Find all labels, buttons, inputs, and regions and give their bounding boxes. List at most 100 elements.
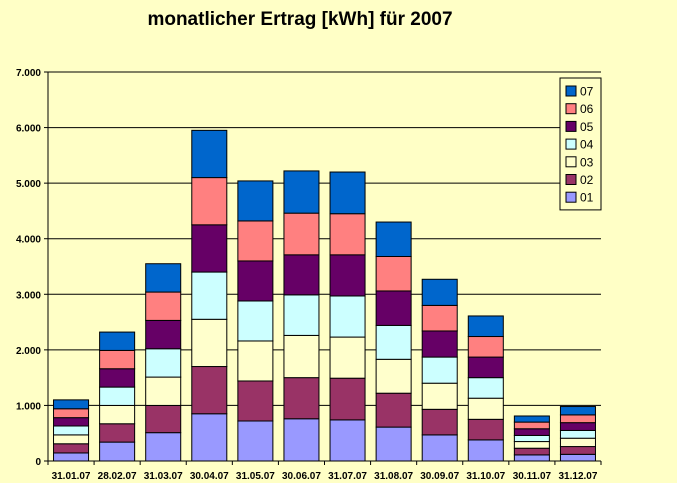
bar-segment-06 — [329, 213, 366, 256]
legend-swatch — [565, 85, 577, 97]
bar-segment-05 — [329, 254, 366, 297]
bar-segment-05 — [283, 254, 320, 296]
bar-stack — [375, 221, 412, 462]
bar-stack — [99, 331, 136, 462]
bar-segment-06 — [53, 408, 90, 419]
legend-label: 02 — [580, 173, 594, 187]
bar-segment-06 — [237, 220, 274, 262]
bar-segment-03 — [145, 376, 182, 406]
bar-segment-03 — [329, 336, 366, 379]
legend-label: 07 — [580, 85, 594, 99]
bar-segment-07 — [99, 331, 136, 351]
y-tick-label: 2.000 — [16, 346, 41, 357]
x-tick-label: 31.10.07 — [466, 471, 505, 482]
legend-label: 06 — [580, 102, 594, 116]
bar-segment-03 — [191, 318, 228, 368]
legend-label: 05 — [580, 120, 594, 134]
x-tick-label: 30.11.07 — [513, 471, 552, 482]
bar-stack — [283, 170, 320, 462]
bar-segment-04 — [375, 324, 412, 360]
bar-segment-01 — [559, 453, 596, 462]
legend-swatch — [565, 138, 577, 150]
bar-segment-05 — [53, 417, 90, 427]
bar-stack — [559, 406, 596, 462]
bar-segment-06 — [283, 212, 320, 256]
bar-segment-01 — [145, 432, 182, 462]
bar-segment-02 — [283, 377, 320, 420]
bar-segment-02 — [513, 447, 550, 456]
bar-segment-01 — [513, 454, 550, 462]
bar-segment-02 — [329, 377, 366, 421]
x-tick-label: 31.12.07 — [558, 471, 597, 482]
legend-label: 03 — [580, 155, 594, 169]
bar-segment-05 — [145, 319, 182, 350]
y-tick-label: 5.000 — [16, 179, 41, 190]
legend: 07 06 05 04 03 02 01 — [559, 77, 602, 211]
bar-segment-05 — [513, 428, 550, 436]
legend-swatch — [565, 120, 577, 132]
bar-stack — [329, 171, 366, 462]
bar-segment-01 — [237, 420, 274, 462]
bars — [53, 129, 596, 462]
legend-item: 02 — [565, 173, 594, 187]
bar-stack — [191, 129, 228, 462]
bar-segment-06 — [375, 255, 412, 292]
x-tick-label: 31.01.07 — [52, 471, 91, 482]
bar-segment-02 — [53, 443, 90, 454]
bar-segment-02 — [237, 380, 274, 422]
bar-segment-07 — [329, 171, 366, 215]
bar-segment-01 — [421, 434, 458, 462]
legend-item: 01 — [565, 191, 594, 205]
bar-segment-04 — [513, 434, 550, 443]
bar-segment-03 — [467, 397, 504, 420]
bar-segment-03 — [99, 404, 136, 425]
x-axis-ticks: 31.01.07 28.02.07 31.03.07 30.04.07 31.05.07… — [47, 461, 602, 482]
bar-segment-07 — [375, 221, 412, 257]
bar-segment-06 — [559, 414, 596, 424]
bar-segment-04 — [145, 348, 182, 378]
bar-segment-02 — [99, 423, 136, 443]
bar-segment-04 — [53, 425, 90, 436]
bar-segment-04 — [191, 271, 228, 320]
bar-segment-07 — [283, 170, 320, 214]
bar-segment-04 — [99, 386, 136, 406]
bar-segment-04 — [421, 356, 458, 384]
bar-segment-06 — [191, 177, 228, 226]
bar-segment-02 — [145, 404, 182, 434]
bar-segment-02 — [421, 408, 458, 436]
x-tick-label: 28.02.07 — [98, 471, 137, 482]
bar-segment-01 — [191, 413, 228, 462]
bar-stack — [237, 180, 274, 462]
bar-segment-05 — [375, 290, 412, 326]
bar-segment-06 — [467, 336, 504, 358]
gridlines — [48, 71, 601, 406]
bar-segment-01 — [283, 418, 320, 462]
bar-segment-06 — [99, 349, 136, 370]
legend-item: 03 — [565, 155, 594, 169]
bar-segment-02 — [191, 366, 228, 415]
bar-segment-01 — [375, 426, 412, 462]
bar-segment-02 — [375, 392, 412, 428]
bar-stack — [53, 399, 90, 462]
bar-segment-06 — [421, 304, 458, 332]
bar-segment-07 — [559, 406, 596, 416]
y-tick-label: 1.000 — [16, 401, 41, 412]
bar-segment-04 — [283, 294, 320, 336]
bar-segment-01 — [99, 441, 136, 462]
x-tick-label: 31.03.07 — [144, 471, 183, 482]
legend-item: 04 — [565, 138, 594, 152]
bar-segment-03 — [513, 441, 550, 449]
bar-segment-04 — [467, 377, 504, 399]
bar-segment-05 — [559, 422, 596, 431]
bar-segment-05 — [237, 260, 274, 302]
bar-segment-03 — [375, 358, 412, 394]
y-tick-label: 4.000 — [16, 235, 41, 246]
bar-stack — [467, 315, 504, 462]
bar-segment-01 — [467, 439, 504, 462]
legend-swatch — [565, 174, 577, 185]
x-tick-label: 31.07.07 — [328, 471, 367, 482]
bar-segment-06 — [513, 421, 550, 430]
bar-segment-03 — [53, 434, 90, 445]
bar-segment-02 — [559, 446, 596, 455]
